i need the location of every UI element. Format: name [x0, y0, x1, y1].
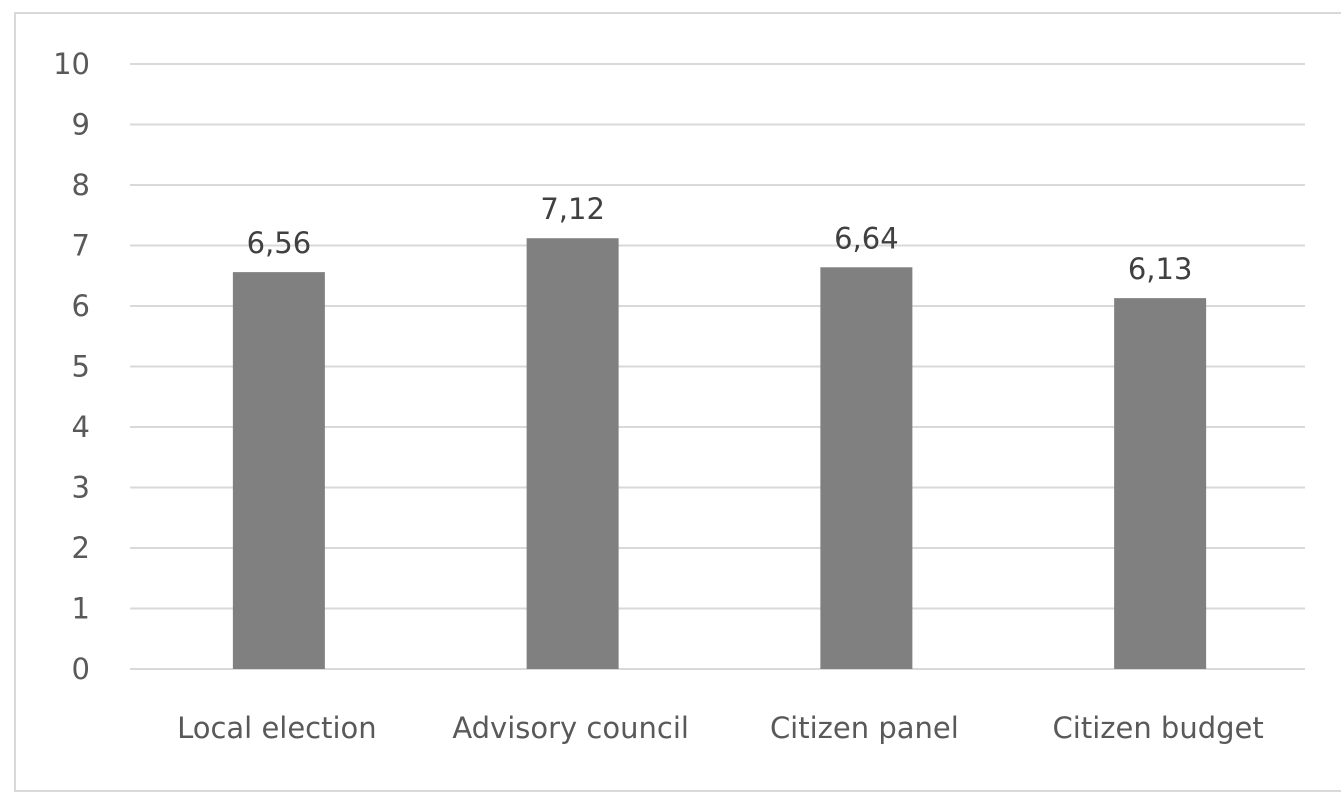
y-axis-ticks: 0 1 2 3 4 5 6 7 8 9 10	[53, 47, 90, 686]
category-label: Advisory council	[452, 711, 689, 745]
y-tick-label: 4	[72, 410, 90, 444]
category-label: Citizen budget	[1053, 711, 1264, 745]
data-labels: 6,56 7,12 6,64 6,13	[247, 192, 1193, 286]
data-label: 6,56	[247, 226, 312, 260]
bar-citizen-budget	[1114, 298, 1207, 669]
bar-chart: 0 1 2 3 4 5 6 7 8 9 10 6,56 7,12 6,64 6,13 Local elec…	[53, 47, 1305, 745]
bar-advisory-council	[526, 238, 619, 670]
y-tick-label: 0	[72, 652, 90, 686]
data-label: 6,13	[1128, 252, 1193, 286]
bars	[232, 238, 1207, 670]
category-label: Citizen panel	[770, 711, 959, 745]
y-tick-label: 6	[72, 289, 90, 323]
y-tick-label: 7	[72, 229, 90, 263]
bar-local-election	[232, 272, 325, 669]
gridlines	[130, 63, 1305, 670]
x-axis-categories: Local election Advisory council Citizen pa…	[177, 711, 1264, 745]
category-label: Local election	[177, 711, 377, 745]
y-tick-label: 8	[72, 168, 90, 202]
y-tick-label: 10	[53, 47, 90, 81]
y-tick-label: 3	[72, 471, 90, 505]
bar-citizen-panel	[820, 267, 913, 669]
y-tick-label: 2	[72, 531, 90, 565]
data-label: 6,64	[834, 221, 899, 255]
data-label: 7,12	[540, 192, 605, 226]
y-tick-label: 5	[72, 350, 90, 384]
y-tick-label: 9	[72, 108, 90, 142]
y-tick-label: 1	[72, 592, 90, 626]
